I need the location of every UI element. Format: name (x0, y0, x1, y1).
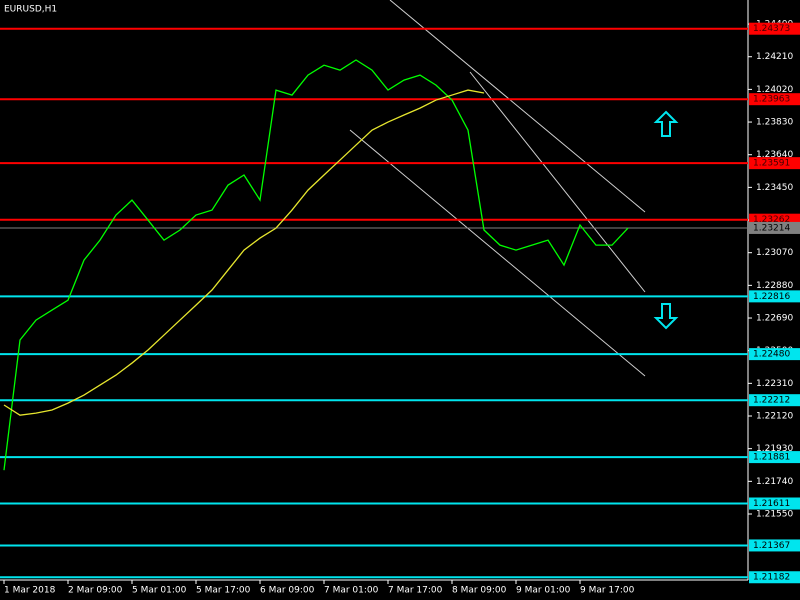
x-tick-label: 7 Mar 17:00 (388, 586, 443, 596)
level-tag (749, 497, 800, 510)
trend-line (469, 71, 646, 293)
series-line (3, 89, 485, 416)
level-tag (749, 571, 800, 584)
level-label: 1.23262 (753, 215, 790, 225)
x-tick-label: 5 Mar 01:00 (132, 586, 187, 596)
level-label: 1.21611 (753, 499, 790, 509)
level-tag (749, 221, 800, 234)
level-label: 1.22480 (753, 350, 790, 360)
y-tick-label: 1.21930 (756, 444, 793, 454)
level-label: 1.21182 (753, 573, 790, 583)
level-label: 1.23591 (753, 159, 790, 169)
y-tick-label: 1.22690 (756, 314, 793, 324)
x-tick-label: 7 Mar 01:00 (324, 586, 379, 596)
y-tick-label: 1.23640 (756, 150, 793, 160)
level-tag (749, 157, 800, 170)
y-tick-label: 1.23830 (756, 118, 793, 128)
level-tag (749, 22, 800, 35)
y-tick-label: 1.24020 (756, 85, 793, 95)
channel (349, 0, 646, 377)
y-tick-label: 1.23070 (756, 248, 793, 258)
x-tick-label: 1 Mar 2018 (4, 586, 56, 596)
y-tick-label: 1.23450 (756, 183, 793, 193)
level-label: 1.21367 (753, 541, 790, 551)
trend-line (389, 0, 646, 213)
y-tick-label: 1.22880 (756, 281, 793, 291)
x-tick-label: 9 Mar 01:00 (516, 586, 571, 596)
level-tag (749, 290, 800, 303)
x-tick-label: 9 Mar 17:00 (580, 586, 635, 596)
level-label: 1.22212 (753, 396, 790, 406)
level-tag (749, 539, 800, 552)
chart-title: EURUSD,H1 (4, 5, 57, 15)
level-tag (749, 93, 800, 106)
level-tag (749, 348, 800, 361)
level-tag (749, 394, 800, 407)
y-tick-label: 1.21550 (756, 509, 793, 519)
level-label: 1.22816 (753, 292, 790, 302)
sell-arrow[interactable] (653, 303, 679, 330)
y-tick-label: 1.22120 (756, 412, 793, 422)
x-tick-label: 5 Mar 17:00 (196, 586, 251, 596)
level-label: 1.24373 (753, 24, 790, 34)
arrows[interactable] (653, 110, 679, 330)
level-tag (749, 451, 800, 464)
y-tick-label: 1.24210 (756, 52, 793, 62)
level-label: 1.21881 (753, 453, 790, 463)
y-tick-label: 1.21740 (756, 477, 793, 487)
series-line (3, 59, 629, 471)
x-tick-label: 2 Mar 09:00 (68, 586, 123, 596)
x-tick-label: 6 Mar 09:00 (260, 586, 315, 596)
y-tick-label: 1.22310 (756, 379, 793, 389)
trend-line (349, 129, 646, 377)
buy-arrow[interactable] (653, 110, 679, 137)
level-label: 1.23963 (753, 95, 790, 105)
level-label: 1.23214 (753, 223, 790, 233)
x-tick-label: 8 Mar 09:00 (452, 586, 507, 596)
